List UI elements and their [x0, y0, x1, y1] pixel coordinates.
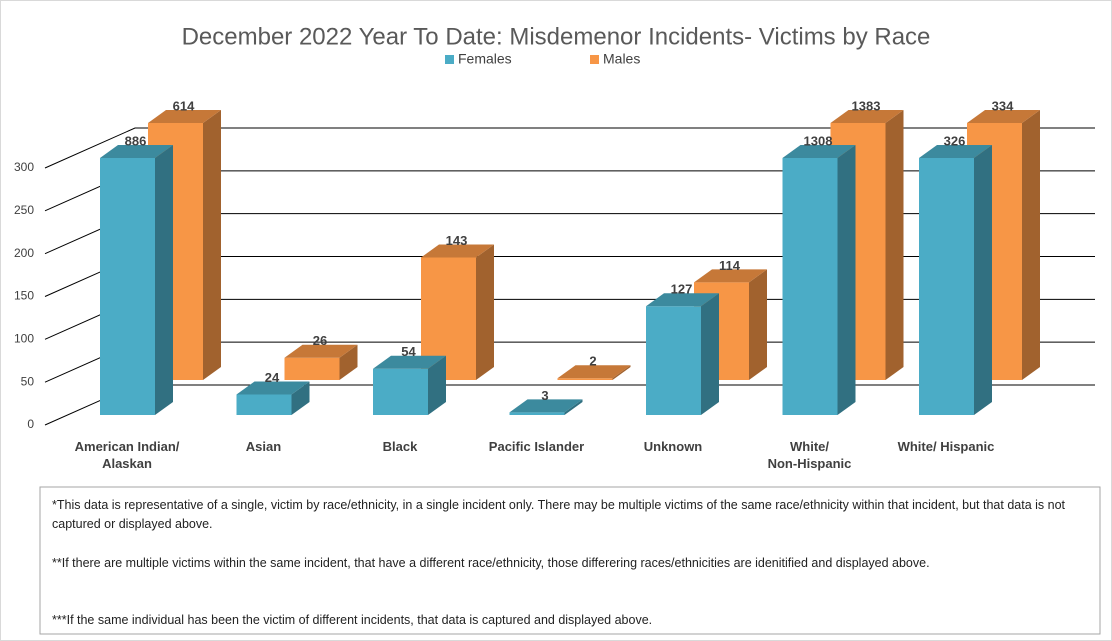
- data-label: 54: [401, 344, 416, 359]
- bar: [421, 244, 494, 380]
- bar-face: [837, 145, 856, 415]
- bar-face: [749, 269, 767, 380]
- data-label: 886: [125, 133, 147, 148]
- data-label: 2: [589, 354, 596, 369]
- y-tick-label: 250: [14, 203, 34, 217]
- bar: [236, 381, 310, 415]
- bar-face: [421, 244, 494, 258]
- bar-face: [100, 145, 173, 158]
- data-label: 143: [446, 233, 468, 248]
- bar-face: [782, 145, 856, 158]
- bar-face: [421, 257, 476, 380]
- bar-face: [476, 244, 494, 380]
- bar-face: [612, 365, 631, 380]
- bar-face: [557, 378, 613, 380]
- bar-face: [646, 306, 701, 415]
- y-tick-label: 200: [14, 246, 34, 260]
- y-tick-label: 300: [14, 160, 34, 174]
- bar-face: [236, 381, 310, 395]
- bar: [919, 145, 992, 415]
- bar-face: [1022, 110, 1040, 380]
- legend-swatch: [445, 55, 454, 64]
- data-label: 3: [541, 388, 548, 403]
- bar-face: [830, 110, 904, 123]
- bar-face: [967, 110, 1040, 123]
- bar-face: [291, 381, 310, 415]
- bar-face: [339, 344, 358, 380]
- bar-face: [646, 293, 719, 307]
- bar-face: [509, 399, 583, 413]
- bar-face: [428, 355, 446, 415]
- x-tick-label: American Indian/ Alaskan: [74, 439, 180, 471]
- bar-face: [284, 344, 358, 358]
- bar-face: [919, 145, 992, 158]
- x-tick-label: Pacific Islander: [488, 439, 585, 454]
- bar-face: [564, 399, 583, 415]
- bar-face: [373, 368, 428, 415]
- footnote: **If there are multiple victims within t…: [52, 556, 930, 570]
- bar-face: [701, 293, 719, 415]
- data-label: 114: [719, 258, 741, 273]
- chart-title: December 2022 Year To Date: Misdemenor I…: [182, 23, 931, 50]
- data-label: 26: [313, 333, 327, 348]
- data-label: 127: [671, 282, 693, 297]
- data-label: 326: [944, 133, 966, 148]
- data-label: 1383: [852, 98, 881, 113]
- bar-face: [100, 158, 155, 415]
- bar-face: [509, 412, 565, 415]
- x-tick-label: White/ Non-Hispanic: [767, 439, 852, 471]
- legend-label: Males: [603, 51, 640, 67]
- bar-face: [885, 110, 904, 380]
- bar-face: [203, 110, 221, 380]
- legend-label: Females: [458, 51, 512, 67]
- data-label: 614: [173, 98, 195, 113]
- footnote: *This data is representative of a single…: [52, 498, 1065, 531]
- y-tick-label: 0: [27, 417, 34, 431]
- bar-face: [919, 158, 974, 415]
- bar-face: [155, 145, 173, 415]
- x-tick-label: Unknown: [643, 439, 703, 454]
- notes-box: [39, 486, 1101, 635]
- bar-face: [694, 269, 767, 283]
- y-tick-label: 50: [21, 374, 35, 388]
- x-tick-label: Black: [382, 439, 418, 454]
- data-label: 24: [265, 370, 280, 385]
- grid-line: [44, 127, 1095, 169]
- bar: [782, 145, 856, 415]
- data-label: 334: [992, 98, 1014, 113]
- bar-face: [148, 110, 221, 123]
- bar: [646, 293, 719, 415]
- bar: [373, 355, 446, 415]
- y-tick-label: 150: [14, 289, 34, 303]
- bar: [100, 145, 173, 415]
- bar-face: [782, 158, 838, 415]
- y-tick-label: 100: [14, 332, 34, 346]
- bar-face: [373, 355, 446, 369]
- bar-face: [974, 145, 992, 415]
- bar-face: [557, 365, 631, 379]
- bar: [509, 399, 583, 415]
- bar-face: [236, 394, 292, 415]
- legend-swatch: [590, 55, 599, 64]
- footnote: ***If the same individual has been the v…: [52, 613, 653, 627]
- bar: [284, 344, 358, 380]
- data-label: 1308: [804, 133, 833, 148]
- x-tick-label: Asian: [245, 439, 282, 454]
- bar: [557, 365, 631, 380]
- bar-face: [284, 357, 340, 380]
- x-tick-label: White/ Hispanic: [897, 439, 995, 454]
